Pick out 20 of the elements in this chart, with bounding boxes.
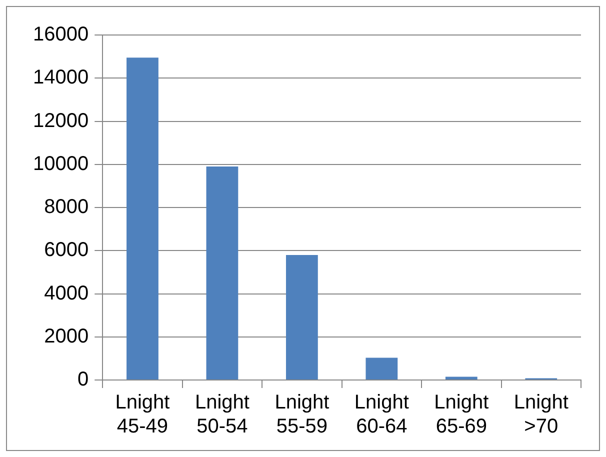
y-tick-label: 0 (77, 368, 89, 391)
bar (286, 254, 318, 380)
x-tick-label: Lnight 60-64 (354, 392, 410, 438)
bar (206, 166, 238, 380)
y-tick-label: 14000 (32, 66, 89, 89)
y-tick-label: 8000 (44, 196, 89, 218)
bar (366, 358, 398, 380)
x-tick-label: Lnight 55-59 (274, 392, 330, 438)
x-tick-label: Lnight 65-69 (434, 392, 490, 438)
y-tick-label: 4000 (44, 282, 89, 304)
y-tick-label: 12000 (32, 110, 89, 132)
y-tick-label: 10000 (32, 152, 89, 175)
y-tick-label: 6000 (44, 239, 89, 262)
x-tick-label: Lnight >70 (514, 392, 569, 438)
y-tick-label: 2000 (44, 325, 89, 348)
bar (126, 58, 158, 380)
y-tick-label: 16000 (32, 24, 89, 46)
x-tick-label: Lnight 50-54 (194, 392, 250, 438)
bar (445, 376, 478, 380)
x-tick-label: Lnight 45-49 (115, 392, 170, 438)
